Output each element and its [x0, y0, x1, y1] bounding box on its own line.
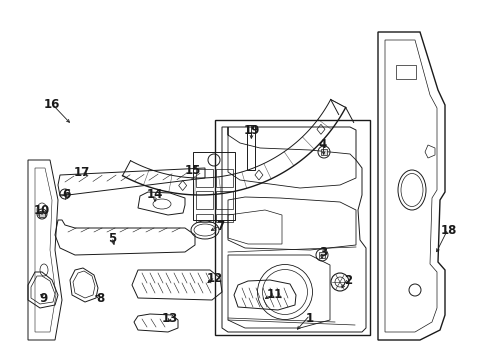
- Text: 15: 15: [184, 163, 201, 176]
- Text: 9: 9: [40, 292, 48, 305]
- Text: 16: 16: [44, 99, 60, 112]
- Bar: [193, 152, 235, 220]
- Text: 4: 4: [318, 139, 326, 152]
- Text: 12: 12: [206, 271, 223, 284]
- Text: 1: 1: [305, 311, 313, 324]
- Bar: [246, 125, 254, 170]
- Bar: [196, 169, 213, 187]
- Bar: [320, 149, 326, 155]
- Bar: [318, 252, 325, 258]
- Text: 10: 10: [34, 203, 50, 216]
- Text: 17: 17: [74, 166, 90, 179]
- Bar: [215, 120, 369, 335]
- Text: 6: 6: [62, 188, 70, 201]
- Bar: [196, 191, 213, 209]
- Bar: [39, 211, 45, 217]
- Text: 8: 8: [96, 292, 104, 305]
- Text: 5: 5: [108, 231, 116, 244]
- Bar: [216, 169, 232, 187]
- Text: 13: 13: [162, 311, 178, 324]
- Text: 18: 18: [440, 224, 456, 237]
- Text: 11: 11: [266, 288, 283, 302]
- Text: 14: 14: [146, 189, 163, 202]
- Bar: [395, 65, 415, 79]
- Bar: [196, 214, 213, 222]
- Text: 2: 2: [343, 274, 351, 287]
- Bar: [216, 214, 232, 222]
- Text: 7: 7: [216, 220, 224, 234]
- Text: 19: 19: [244, 123, 260, 136]
- Text: 3: 3: [318, 247, 326, 260]
- Bar: [216, 191, 232, 209]
